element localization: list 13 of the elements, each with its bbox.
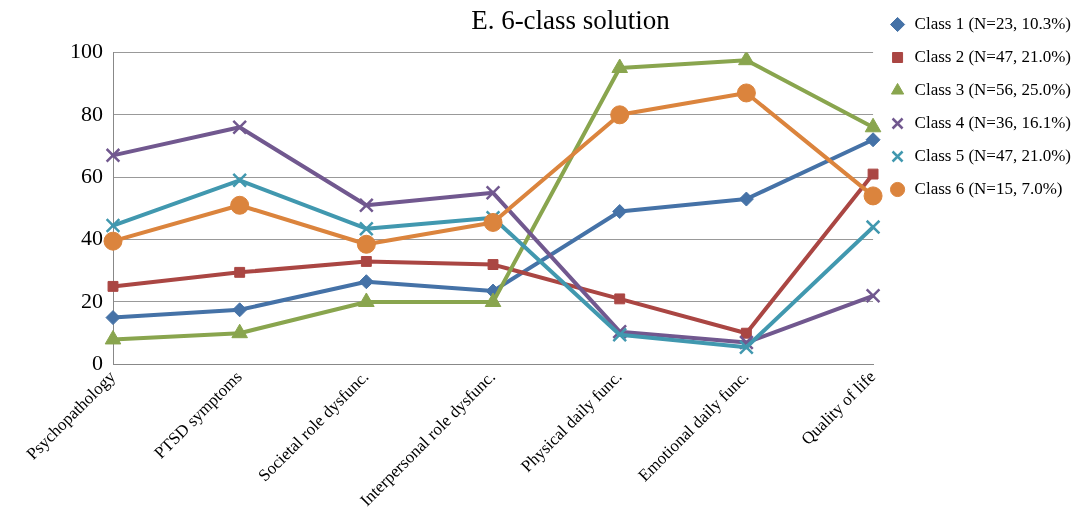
y-tick-label: 80 [81, 100, 103, 126]
chart-title: E. 6-class solution [471, 5, 671, 36]
y-tick-label: 60 [81, 162, 103, 188]
y-tick-label: 40 [81, 225, 103, 251]
legend-label: Class 4 (N=36, 16.1%) [914, 112, 1071, 132]
legend-label: Class 1 (N=23, 10.3%) [914, 13, 1071, 33]
y-tick-label: 0 [92, 350, 103, 376]
legend-label: Class 6 (N=15, 7.0%) [914, 178, 1063, 198]
y-tick-label: 20 [81, 287, 103, 313]
legend-label: Class 2 (N=47, 21.0%) [914, 46, 1071, 66]
legend-label: Class 5 (N=47, 21.0%) [914, 145, 1071, 165]
legend-label: Class 3 (N=56, 25.0%) [914, 79, 1071, 99]
y-tick-label: 100 [70, 38, 103, 64]
